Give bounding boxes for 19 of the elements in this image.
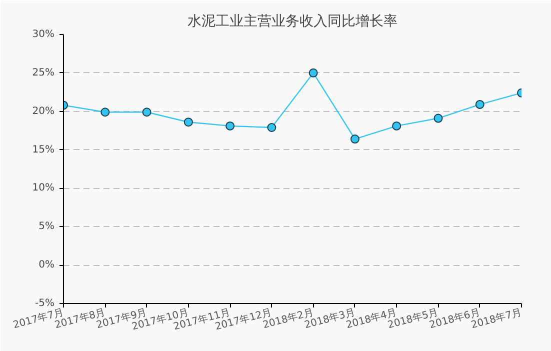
y-tick-label: 5% <box>38 221 55 232</box>
point <box>267 123 276 132</box>
point <box>184 118 193 127</box>
point <box>226 121 235 130</box>
point <box>308 68 318 78</box>
chart-title: 水泥工业主营业务收入同比增长率 <box>188 14 398 30</box>
point <box>475 100 484 109</box>
point <box>350 134 360 144</box>
y-tick-label: 30% <box>32 29 55 40</box>
point <box>100 108 110 117</box>
y-tick-label: -5% <box>35 298 55 309</box>
y-tick-label: 20% <box>32 106 55 117</box>
y-tick-label: 15% <box>32 144 55 156</box>
y-tick-label: 10% <box>32 182 55 194</box>
point <box>142 108 152 117</box>
point <box>434 114 443 123</box>
y-tick-label: 25% <box>32 67 55 78</box>
point <box>392 121 402 130</box>
y-tick-label: 0% <box>38 260 55 271</box>
